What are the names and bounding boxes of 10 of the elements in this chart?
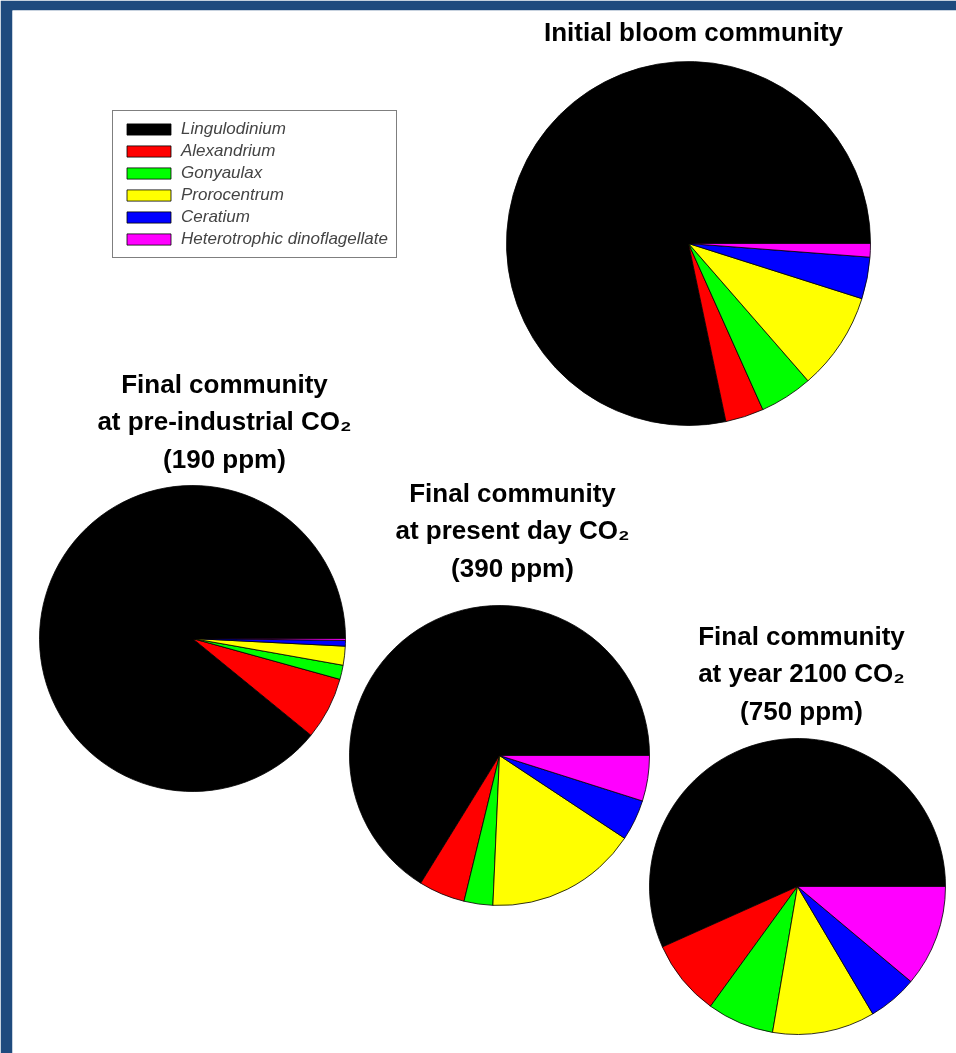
legend-label: Prorocentrum [181,185,284,205]
chart-title: Final community at present day CO₂ (390 ppm) [395,477,630,583]
chart-title: Initial bloom community [543,16,844,47]
legend-label: Ceratium [181,207,250,227]
legend-label: Alexandrium [181,141,276,161]
legend-label: Lingulodinium [181,119,286,139]
chart-title: Final community at year 2100 CO₂ (750 ppm) [698,620,906,726]
legend-label: Gonyaulax [181,163,263,183]
legend-label: Heterotrophic dinoflagellate [181,229,388,249]
chart-title: Final community at pre-industrial CO₂ (190 ppm) [97,368,352,474]
